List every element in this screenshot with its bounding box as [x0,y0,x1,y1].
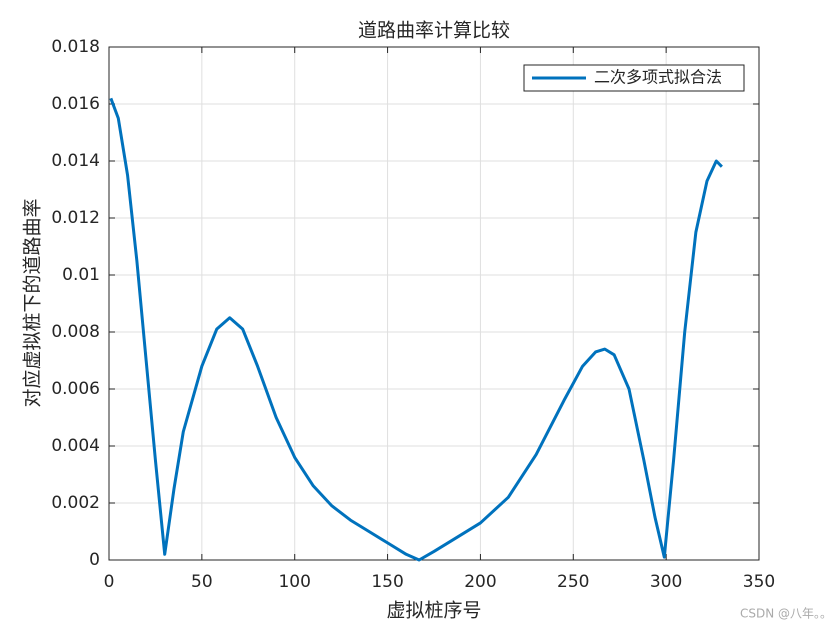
legend-label: 二次多项式拟合法 [594,68,722,87]
x-tick-label: 50 [191,572,213,592]
y-tick-label: 0.008 [51,322,100,342]
x-tick-label: 250 [557,572,589,592]
y-tick-label: 0.012 [51,208,100,228]
chart-title: 道路曲率计算比较 [358,20,510,42]
watermark: CSDN @八年。。 [740,607,832,621]
x-axis-label: 虚拟桩序号 [386,600,481,622]
y-tick-label: 0.01 [62,265,100,285]
plot-area [109,47,759,560]
y-tick-label: 0.006 [51,379,100,399]
x-tick-label: 150 [371,572,403,592]
y-tick-label: 0.002 [51,493,100,513]
x-tick-label: 350 [743,572,775,592]
x-tick-label: 0 [104,572,115,592]
line-series [109,97,723,562]
y-tick-label: 0 [89,550,100,570]
y-tick-label: 0.016 [51,94,100,114]
x-tick-label: 100 [278,572,310,592]
y-tick-label: 0.014 [51,151,100,171]
y-tick-label: 0.018 [51,37,100,57]
y-tick-label: 0.004 [51,436,100,456]
x-tick-label: 200 [464,572,496,592]
axes-box [108,46,760,561]
x-tick-label: 300 [650,572,682,592]
y-axis-label: 对应虚拟桩下的道路曲率 [22,198,44,407]
